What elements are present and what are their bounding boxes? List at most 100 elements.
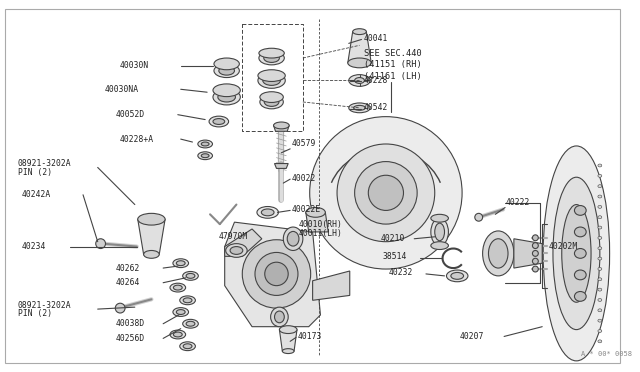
Ellipse shape: [170, 283, 186, 292]
Ellipse shape: [177, 261, 185, 266]
Text: 40228: 40228: [364, 76, 388, 85]
Ellipse shape: [598, 185, 602, 187]
Ellipse shape: [186, 321, 195, 326]
Ellipse shape: [488, 239, 508, 268]
Ellipse shape: [284, 227, 303, 250]
Text: 40010(RH): 40010(RH): [299, 219, 343, 229]
Circle shape: [368, 175, 403, 211]
Ellipse shape: [598, 205, 602, 208]
Ellipse shape: [183, 344, 192, 349]
Ellipse shape: [431, 242, 449, 250]
Ellipse shape: [170, 330, 186, 339]
Text: 40242A: 40242A: [22, 190, 51, 199]
Text: 40022E: 40022E: [291, 205, 321, 214]
Text: 40022: 40022: [291, 174, 316, 183]
Text: (41151 (RH): (41151 (RH): [364, 60, 422, 69]
Ellipse shape: [271, 307, 288, 327]
Ellipse shape: [598, 257, 602, 260]
Ellipse shape: [261, 209, 274, 216]
Ellipse shape: [483, 231, 514, 276]
Text: 08921-3202A: 08921-3202A: [17, 159, 71, 168]
Ellipse shape: [213, 89, 241, 105]
Ellipse shape: [598, 216, 602, 219]
Ellipse shape: [275, 311, 284, 323]
Ellipse shape: [598, 247, 602, 250]
Polygon shape: [225, 229, 262, 256]
Ellipse shape: [173, 332, 182, 337]
Ellipse shape: [230, 247, 243, 254]
Text: 40232: 40232: [389, 269, 413, 278]
Text: PIN (2): PIN (2): [17, 310, 52, 318]
Ellipse shape: [201, 154, 209, 158]
Ellipse shape: [598, 298, 602, 301]
Polygon shape: [348, 32, 371, 63]
Ellipse shape: [598, 309, 602, 312]
Text: A * 00* 0058: A * 00* 0058: [581, 351, 632, 357]
Ellipse shape: [306, 208, 325, 217]
Ellipse shape: [213, 119, 225, 125]
Ellipse shape: [575, 206, 586, 215]
Text: 40256D: 40256D: [115, 334, 145, 343]
Ellipse shape: [435, 223, 445, 241]
Ellipse shape: [598, 278, 602, 281]
Ellipse shape: [282, 349, 294, 353]
Text: 40030N: 40030N: [119, 61, 148, 70]
Ellipse shape: [180, 342, 195, 351]
Ellipse shape: [598, 267, 602, 270]
Text: 40264: 40264: [115, 278, 140, 287]
Ellipse shape: [575, 248, 586, 258]
Ellipse shape: [219, 66, 234, 75]
Text: 40052D: 40052D: [115, 110, 145, 119]
Text: 40234: 40234: [22, 242, 46, 251]
Ellipse shape: [553, 177, 600, 330]
Ellipse shape: [213, 84, 241, 97]
Text: (41161 (LH): (41161 (LH): [364, 72, 422, 81]
Ellipse shape: [562, 205, 591, 302]
Polygon shape: [306, 212, 328, 232]
Ellipse shape: [598, 340, 602, 343]
Ellipse shape: [354, 105, 365, 110]
Ellipse shape: [263, 76, 280, 85]
Ellipse shape: [186, 273, 195, 278]
Polygon shape: [280, 330, 297, 351]
Polygon shape: [225, 222, 321, 327]
Ellipse shape: [260, 95, 284, 109]
Polygon shape: [138, 219, 165, 254]
Ellipse shape: [258, 73, 285, 88]
Text: 40542: 40542: [364, 103, 388, 112]
Circle shape: [255, 253, 298, 295]
Circle shape: [532, 266, 538, 272]
Ellipse shape: [218, 92, 236, 102]
Ellipse shape: [598, 330, 602, 333]
Ellipse shape: [173, 308, 189, 317]
Ellipse shape: [451, 272, 463, 279]
Ellipse shape: [349, 75, 371, 86]
Polygon shape: [312, 271, 349, 300]
Circle shape: [532, 250, 538, 256]
Text: 40011(LH): 40011(LH): [299, 230, 343, 238]
Ellipse shape: [182, 272, 198, 280]
Polygon shape: [273, 125, 289, 131]
Ellipse shape: [209, 116, 228, 127]
Ellipse shape: [348, 58, 371, 68]
Ellipse shape: [431, 214, 449, 222]
Ellipse shape: [264, 54, 280, 62]
Ellipse shape: [214, 58, 239, 70]
Ellipse shape: [575, 227, 586, 237]
Ellipse shape: [259, 48, 284, 58]
Text: 40038D: 40038D: [115, 319, 145, 328]
Text: 40262: 40262: [115, 264, 140, 273]
Circle shape: [337, 144, 435, 242]
Ellipse shape: [259, 51, 284, 65]
Ellipse shape: [143, 250, 159, 258]
Ellipse shape: [226, 244, 247, 257]
Ellipse shape: [575, 270, 586, 280]
Ellipse shape: [180, 296, 195, 305]
Ellipse shape: [431, 218, 449, 246]
Ellipse shape: [201, 142, 209, 146]
Circle shape: [355, 161, 417, 224]
Ellipse shape: [257, 206, 278, 218]
Ellipse shape: [183, 298, 192, 303]
Ellipse shape: [287, 231, 299, 246]
Text: PIN (2): PIN (2): [17, 168, 52, 177]
